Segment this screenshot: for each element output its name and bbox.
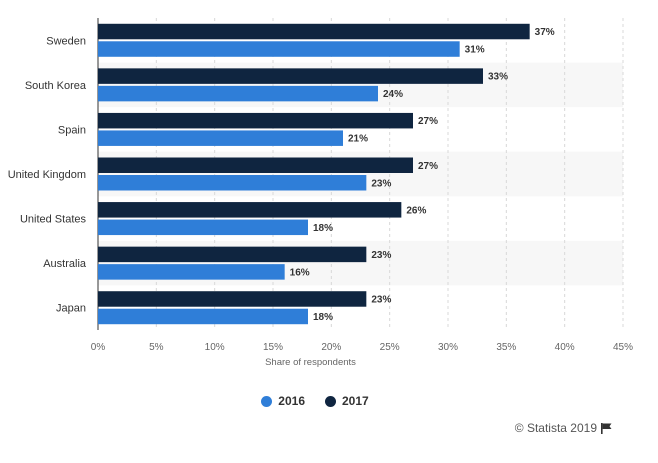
- x-tick-label: 0%: [91, 342, 106, 353]
- bar-chart: Sweden 37% 31% South Korea 33% 24% Spain 27% 21%…: [8, 18, 633, 368]
- legend: 2016 2017: [0, 394, 630, 408]
- data-label-2016-spain: 21%: [348, 134, 368, 145]
- flag-icon: [601, 422, 612, 434]
- data-label-2016-united-states: 18%: [313, 223, 333, 234]
- data-label-2016-australia: 16%: [290, 267, 310, 278]
- category-label-south-korea: South Korea: [25, 80, 87, 92]
- bar-2016-japan[interactable]: [98, 308, 308, 325]
- bar-2017-japan[interactable]: [98, 291, 367, 307]
- data-label-2017-united-states: 26%: [406, 205, 426, 216]
- credits-text: © Statista 2019: [514, 421, 597, 435]
- data-label-2016-south-korea: 24%: [383, 89, 403, 100]
- data-label-2017-spain: 27%: [418, 116, 438, 127]
- bar-2016-australia[interactable]: [98, 264, 285, 280]
- bar-2016-sweden[interactable]: [98, 41, 460, 57]
- data-label-2017-united-kingdom: 27%: [418, 161, 438, 172]
- data-label-2016-united-kingdom: 23%: [371, 178, 391, 189]
- bar-2017-united-states[interactable]: [98, 202, 402, 218]
- bar-2017-south-korea[interactable]: [98, 68, 483, 84]
- bar-2017-spain[interactable]: [98, 112, 413, 129]
- x-tick-label: 10%: [205, 342, 225, 353]
- credits[interactable]: © Statista 2019: [515, 421, 612, 435]
- legend-label-2017: 2017: [342, 394, 369, 408]
- x-tick-label: 35%: [496, 342, 516, 353]
- data-label-2016-sweden: 31%: [465, 45, 485, 56]
- category-label-united-states: United States: [20, 214, 87, 226]
- data-label-2016-japan: 18%: [313, 312, 333, 323]
- data-label-2017-japan: 23%: [371, 294, 391, 305]
- bar-2016-south-korea[interactable]: [98, 85, 378, 102]
- legend-marker-2016: [261, 395, 273, 407]
- bar-2017-sweden[interactable]: [98, 23, 530, 40]
- category-label-spain: Spain: [58, 124, 86, 136]
- x-tick-label: 40%: [555, 342, 575, 353]
- bar-2016-united-kingdom[interactable]: [98, 175, 367, 191]
- legend-label-2016: 2016: [278, 394, 305, 408]
- x-tick-label: 15%: [263, 342, 283, 353]
- bar-2017-united-kingdom[interactable]: [98, 157, 413, 174]
- x-tick-label: 25%: [380, 342, 400, 353]
- x-tick-label: 45%: [613, 342, 633, 353]
- data-label-2017-sweden: 37%: [535, 27, 555, 38]
- category-label-sweden: Sweden: [46, 35, 86, 47]
- x-tick-label: 30%: [438, 342, 458, 353]
- bar-2016-united-states[interactable]: [98, 219, 308, 236]
- bar-2016-spain[interactable]: [98, 130, 343, 146]
- x-tick-label: 20%: [321, 342, 341, 353]
- category-label-japan: Japan: [56, 303, 86, 315]
- data-label-2017-south-korea: 33%: [488, 72, 508, 83]
- legend-marker-2017: [325, 395, 336, 407]
- x-tick-label: 5%: [149, 342, 164, 353]
- legend-item-2017[interactable]: 2017: [325, 394, 369, 408]
- x-axis-title: Share of respondents: [265, 357, 356, 368]
- legend-item-2016[interactable]: 2016: [261, 394, 305, 408]
- data-label-2017-australia: 23%: [371, 250, 391, 261]
- bar-2017-australia[interactable]: [98, 246, 367, 263]
- category-label-united-kingdom: United Kingdom: [8, 169, 86, 181]
- category-label-australia: Australia: [43, 258, 87, 270]
